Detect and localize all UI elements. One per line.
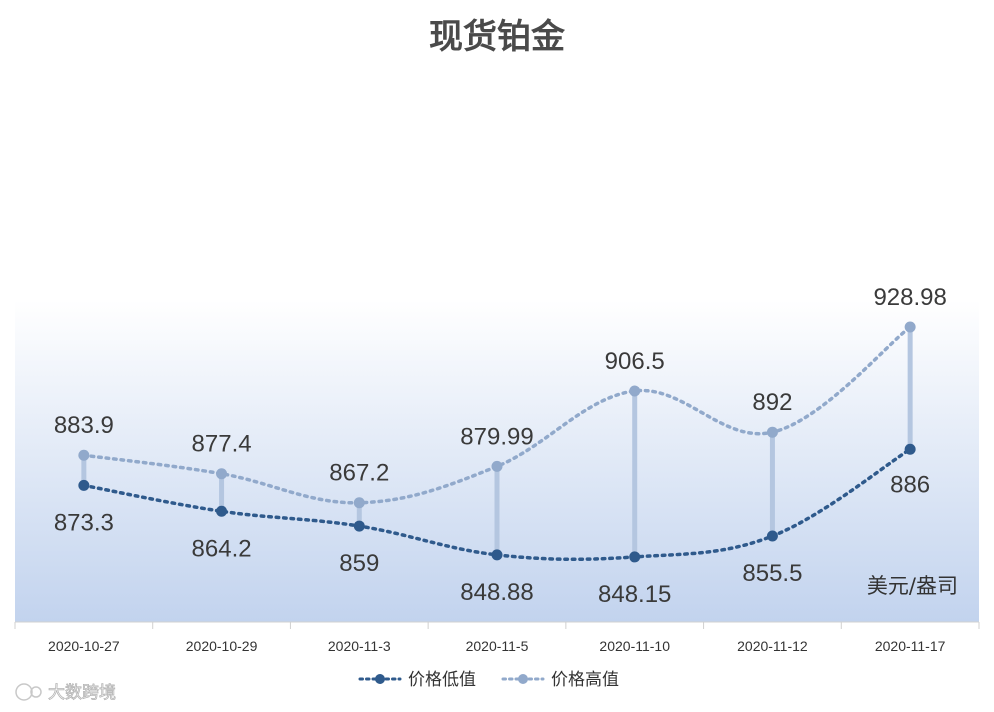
data-label-low: 873.3: [54, 509, 114, 536]
x-axis-labels: 2020-10-27 2020-10-29 2020-11-3 2020-11-5 20…: [48, 638, 946, 654]
x-axis-tick-label: 2020-11-5: [466, 638, 529, 654]
x-axis-tick-label: 2020-11-3: [328, 638, 391, 654]
data-label-low: 848.88: [460, 579, 533, 606]
data-point-high: [491, 460, 503, 472]
x-axis-tick-label: 2020-11-10: [599, 638, 670, 654]
data-point-high: [629, 385, 641, 397]
data-label-high: 877.4: [192, 431, 252, 458]
data-point-high: [78, 449, 90, 461]
data-label-high: 906.5: [605, 348, 665, 375]
legend-label-high: 价格高值: [551, 670, 619, 690]
watermark-logo-icon: [15, 683, 33, 701]
data-label-low: 886: [890, 471, 930, 498]
legend-marker-high: [518, 674, 528, 684]
x-axis-tick-label: 2020-11-12: [737, 638, 808, 654]
data-point-high: [216, 468, 228, 480]
data-point-low: [491, 549, 503, 561]
data-point-low: [629, 551, 641, 563]
data-point-high: [353, 497, 365, 509]
legend-label-low: 价格低值: [408, 670, 476, 690]
chart-title: 现货铂金: [429, 17, 566, 57]
data-label-high: 867.2: [329, 460, 389, 487]
series-points: [78, 321, 916, 563]
legend-marker-low: [375, 674, 385, 684]
data-point-low: [766, 530, 778, 542]
data-point-low: [216, 505, 228, 517]
data-point-low: [78, 479, 90, 491]
legend-item-high: 价格高值: [501, 670, 619, 690]
data-label-high: 928.98: [873, 284, 946, 311]
x-axis-tick-label: 2020-10-27: [48, 638, 120, 654]
unit-label: 美元/盎司: [867, 574, 958, 598]
data-label-low: 859: [339, 550, 379, 577]
data-point-low: [353, 520, 365, 532]
x-axis-ticks: [14, 622, 980, 629]
legend: 价格低值 价格高值: [358, 670, 619, 690]
data-label-high: 879.99: [460, 423, 533, 450]
data-labels: 883.9 873.3 877.4 864.2 867.2 859 879.99 848.88…: [54, 284, 947, 608]
data-label-high: 892: [752, 389, 792, 416]
data-point-low: [904, 443, 916, 455]
data-point-high: [904, 321, 916, 333]
x-axis-tick-label: 2020-10-29: [186, 638, 258, 654]
data-label-low: 855.5: [742, 560, 802, 587]
legend-item-low: 价格低值: [358, 670, 476, 690]
data-label-high: 883.9: [54, 412, 114, 439]
watermark: 大数跨境: [15, 683, 116, 703]
watermark-logo-icon-2: [30, 686, 42, 698]
watermark-text: 大数跨境: [48, 683, 116, 703]
data-label-low: 864.2: [192, 535, 252, 562]
data-point-high: [766, 426, 778, 438]
data-label-low: 848.15: [598, 581, 671, 608]
x-axis-tick-label: 2020-11-17: [875, 638, 946, 654]
